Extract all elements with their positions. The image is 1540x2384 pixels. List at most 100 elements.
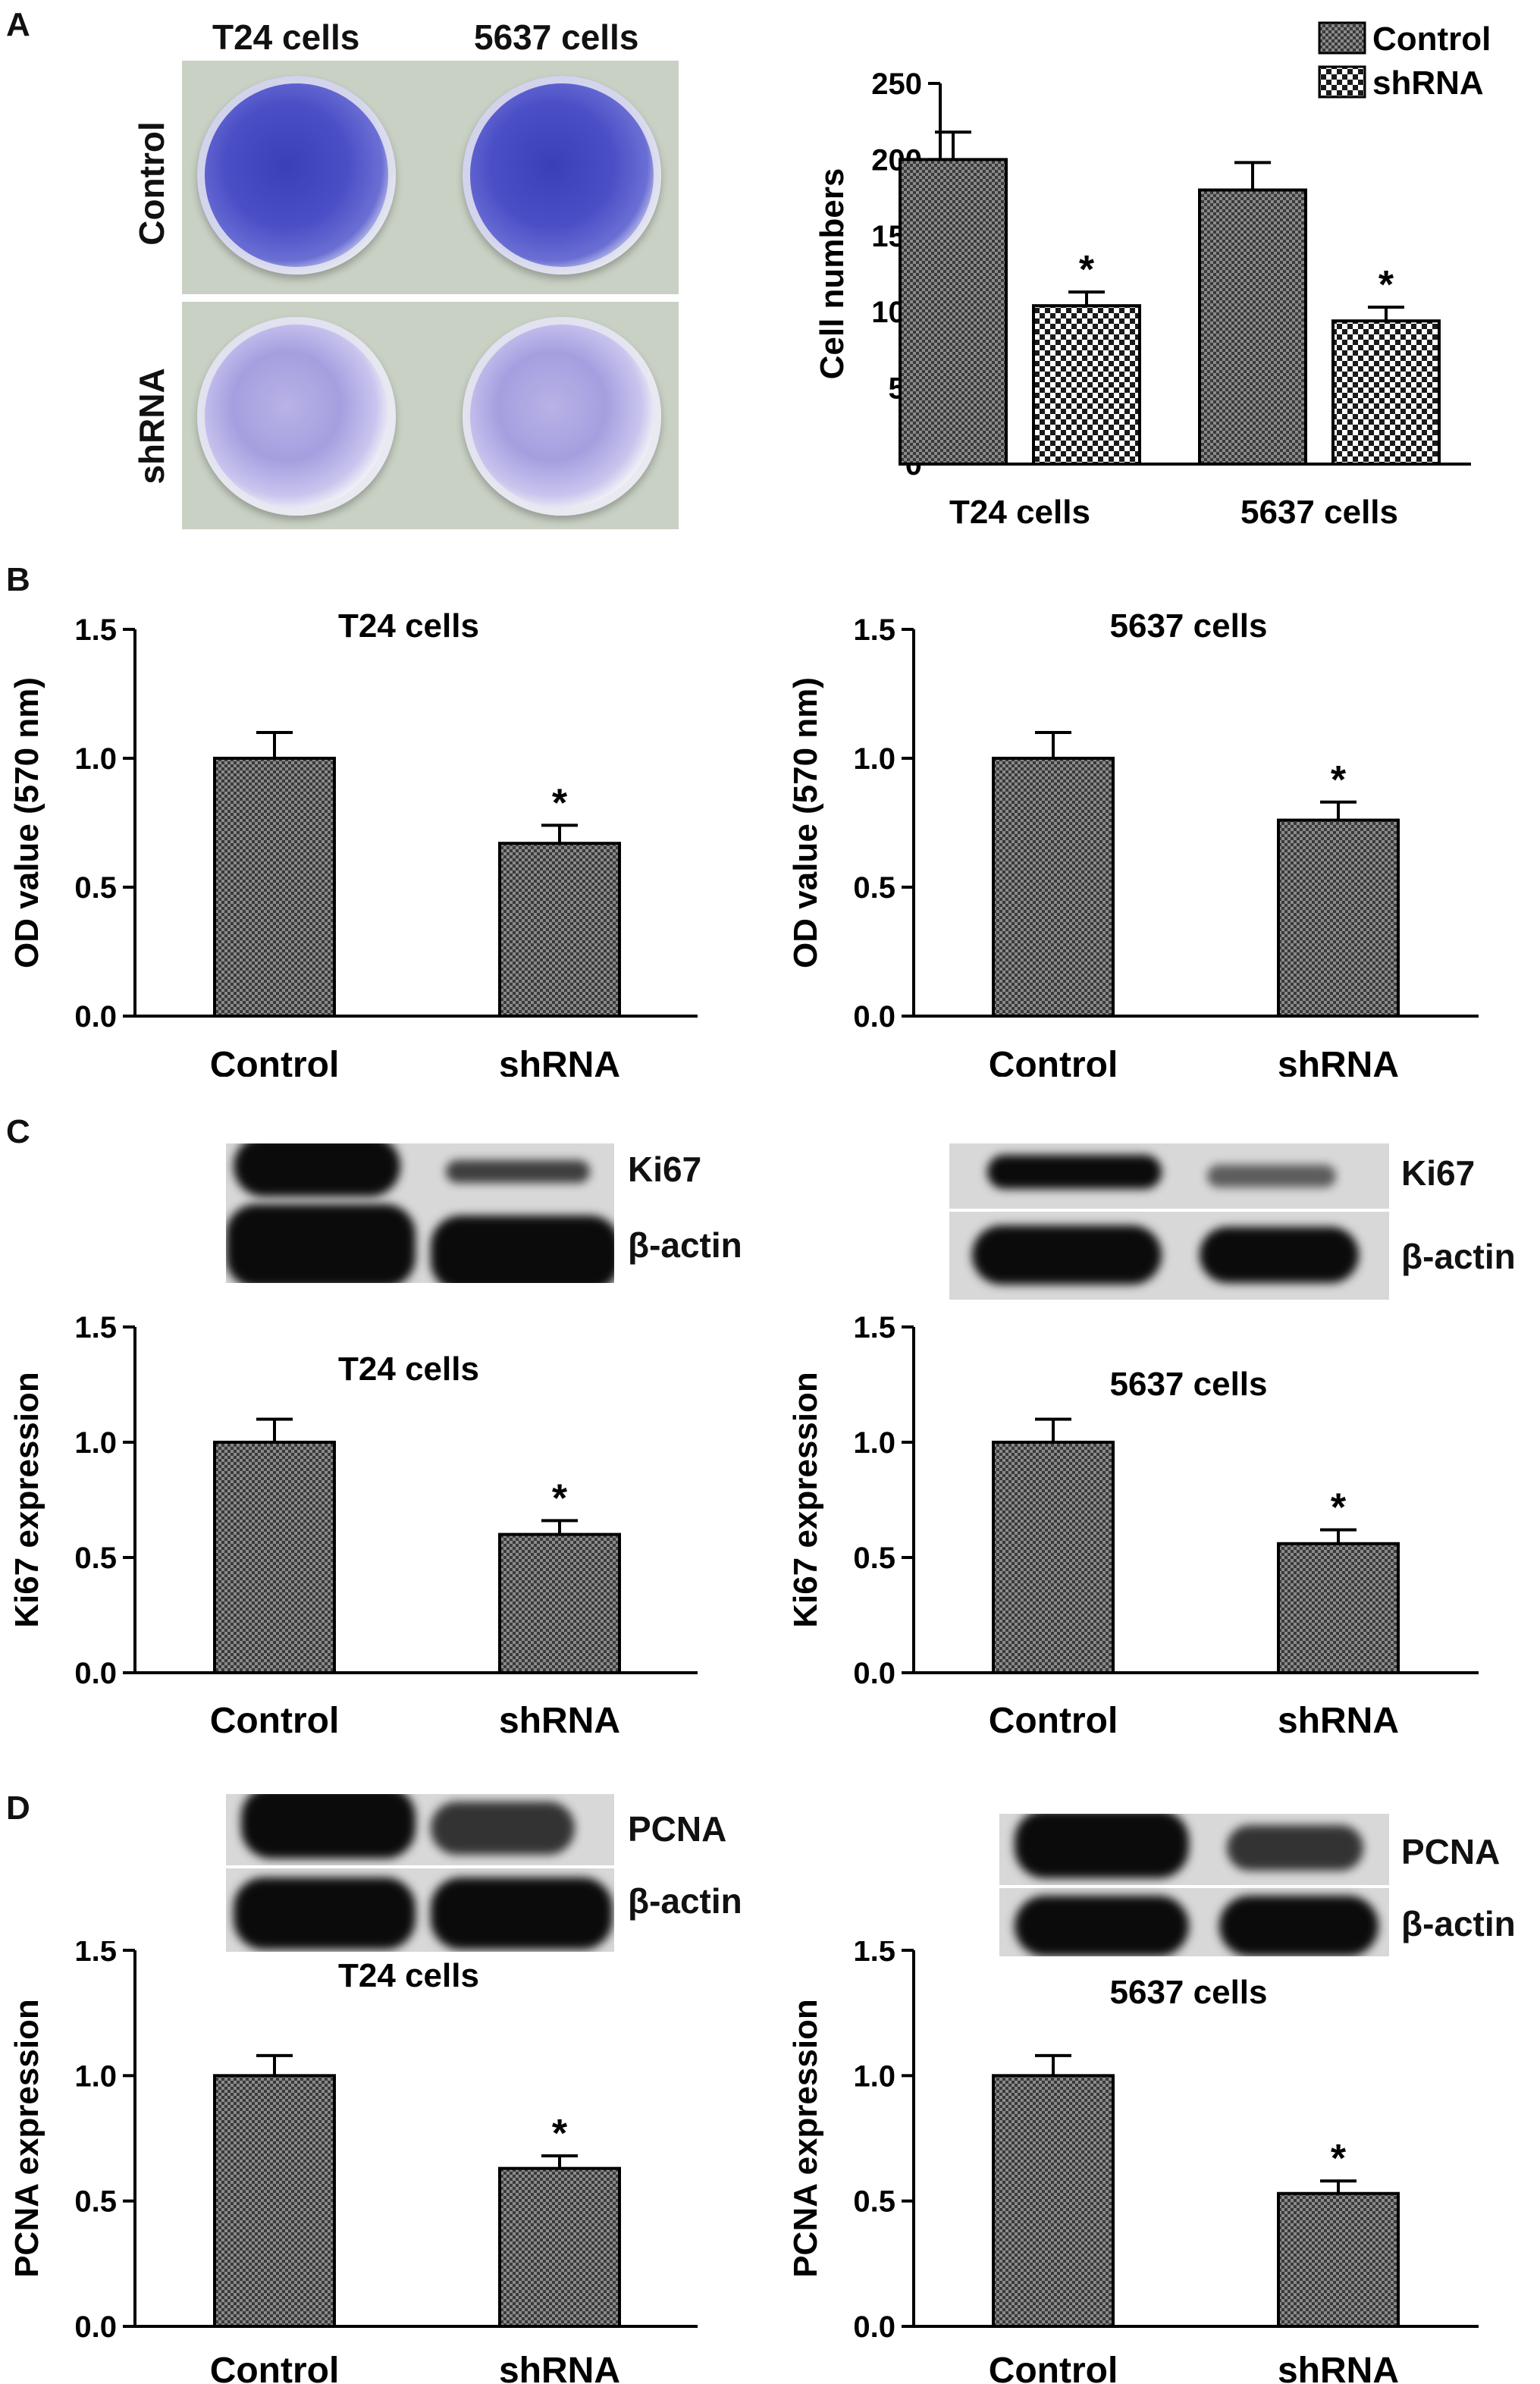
x-tick-label: shRNA xyxy=(499,1045,620,1077)
y-axis-label: OD value (570 nm) xyxy=(787,677,824,968)
x-tick-label: T24 cells xyxy=(949,494,1090,531)
x-tick-label: Control xyxy=(210,1701,340,1741)
y-axis-label: PCNA expression xyxy=(787,1999,824,2278)
chart-b-5637: 0.0 0.5 1.0 1.5 OD value (570 nm) 5637 cells C… xyxy=(787,607,1479,1077)
legend-label-control: Control xyxy=(1372,20,1491,58)
y-axis-label: OD value (570 nm) xyxy=(8,677,45,968)
y-tick-label: 1.0 xyxy=(853,742,895,776)
y-axis-label: Ki67 expression xyxy=(787,1372,824,1628)
chart-title: T24 cells xyxy=(338,1350,479,1388)
x-tick-label: shRNA xyxy=(1278,2351,1399,2384)
colony-photo-control xyxy=(182,61,679,294)
y-tick-label: 1.5 xyxy=(853,613,895,647)
blot-separator xyxy=(999,1885,1389,1888)
significance-marker: * xyxy=(552,781,568,825)
y-tick-label: 0.0 xyxy=(74,1000,117,1034)
chart-a-cell-numbers: 050100150200250Cell numbers*T24 cells*56… xyxy=(814,20,1491,531)
panel-letter-d: D xyxy=(6,1790,30,1827)
bar-control xyxy=(1198,188,1307,466)
significance-marker: * xyxy=(1331,758,1347,802)
band-ki67-shrna xyxy=(446,1160,590,1183)
blot-label-c-5637-ki67: Ki67 xyxy=(1401,1153,1476,1193)
bar-control xyxy=(899,158,1008,466)
chart-d-t24: 0.0 0.5 1.0 1.5 PCNA expression T24 cells Cont… xyxy=(8,1941,698,2384)
y-tick-label: 250 xyxy=(871,67,922,101)
y-tick-label: 0.5 xyxy=(853,871,895,905)
y-axis-label: Ki67 expression xyxy=(8,1372,45,1628)
x-tick-label: Control xyxy=(210,2351,340,2384)
blot-c-5637 xyxy=(949,1143,1389,1300)
blot-label-d-t24-pcna: PCNA xyxy=(628,1809,727,1849)
y-tick-label: 1.5 xyxy=(74,1941,117,1968)
y-tick-label: 1.5 xyxy=(74,1311,117,1344)
blot-label-c-t24-actin: β-actin xyxy=(628,1225,742,1265)
y-tick-label: 0.0 xyxy=(74,1657,117,1690)
chart-c-5637: 0.0 0.5 1.0 1.5 Ki67 expression 5637 cells Con… xyxy=(787,1311,1479,1741)
band-actin-control xyxy=(972,1225,1162,1285)
x-tick-label: 5637 cells xyxy=(1240,494,1398,531)
blot-d-5637 xyxy=(999,1814,1389,1956)
y-tick-label: 0.5 xyxy=(853,1542,895,1575)
panel-letter-a: A xyxy=(6,6,30,43)
bar-control xyxy=(992,1441,1115,1674)
y-tick-label: 0.0 xyxy=(853,2310,895,2344)
y-axis-label: PCNA expression xyxy=(8,1999,45,2278)
y-tick-label: 1.0 xyxy=(74,2059,117,2093)
bar-control xyxy=(213,1441,336,1674)
y-tick-label: 0.5 xyxy=(74,871,117,905)
photo-row-label-control: Control xyxy=(132,121,171,246)
significance-marker: * xyxy=(552,1476,568,1520)
band-pcna-control xyxy=(1015,1814,1189,1878)
legend-label-shrna: shRNA xyxy=(1372,64,1484,102)
photo-col-label-5637: 5637 cells xyxy=(474,17,639,57)
bar-shrna xyxy=(1277,1542,1400,1675)
y-tick-label: 0.5 xyxy=(74,1542,117,1575)
blot-c-t24 xyxy=(226,1143,614,1283)
y-axis-label: Cell numbers xyxy=(814,168,851,380)
chart-title: 5637 cells xyxy=(1110,1974,1268,2011)
significance-marker: * xyxy=(1331,1486,1347,1530)
blot-label-c-t24-ki67: Ki67 xyxy=(628,1150,702,1189)
bar-control xyxy=(213,757,336,1018)
band-pcna-shrna xyxy=(431,1802,575,1855)
legend-swatch-shrna xyxy=(1318,65,1366,99)
y-tick-label: 1.0 xyxy=(853,2059,895,2093)
y-tick-label: 1.5 xyxy=(853,1311,895,1344)
chart-c-t24: 0.0 0.5 1.0 1.5 Ki67 expression T24 cells Cont… xyxy=(8,1311,698,1741)
band-actin-shrna xyxy=(431,1877,613,1950)
band-actin-control xyxy=(1015,1896,1189,1956)
band-actin-control xyxy=(226,1204,416,1283)
significance-marker: * xyxy=(1378,263,1394,307)
y-tick-label: 0.0 xyxy=(74,2310,117,2344)
band-pcna-control xyxy=(241,1794,416,1859)
significance-marker: * xyxy=(1331,2137,1347,2181)
y-tick-label: 1.0 xyxy=(74,742,117,776)
x-tick-label: Control xyxy=(210,1045,340,1077)
bar-control xyxy=(213,2074,336,2328)
blot-separator xyxy=(226,1865,614,1868)
x-tick-label: shRNA xyxy=(499,2351,620,2384)
blot-d-t24 xyxy=(226,1794,614,1952)
dish-5637-shrna xyxy=(463,317,661,516)
dish-t24-control xyxy=(197,76,396,274)
band-actin-control xyxy=(234,1877,416,1950)
chart-title: T24 cells xyxy=(338,1957,479,1994)
x-tick-label: shRNA xyxy=(1278,1045,1399,1077)
bar-shrna xyxy=(498,2166,621,2328)
bar-shrna xyxy=(1032,304,1141,466)
x-tick-label: Control xyxy=(989,2351,1118,2384)
dish-t24-shrna xyxy=(197,317,396,516)
panel-letter-c: C xyxy=(6,1113,30,1150)
bar-control xyxy=(992,757,1115,1018)
bar-shrna xyxy=(1331,319,1441,466)
band-ki67-control xyxy=(987,1155,1162,1189)
y-tick-label: 0.0 xyxy=(853,1000,895,1034)
x-tick-label: Control xyxy=(989,1045,1118,1077)
colony-photo-shrna xyxy=(182,302,679,529)
band-actin-shrna xyxy=(1219,1896,1378,1956)
x-tick-label: shRNA xyxy=(1278,1701,1399,1741)
y-tick-label: 0.5 xyxy=(74,2185,117,2219)
panel-letter-b: B xyxy=(6,561,30,598)
photo-col-label-t24: T24 cells xyxy=(212,17,360,57)
y-tick-label: 1.0 xyxy=(853,1426,895,1460)
